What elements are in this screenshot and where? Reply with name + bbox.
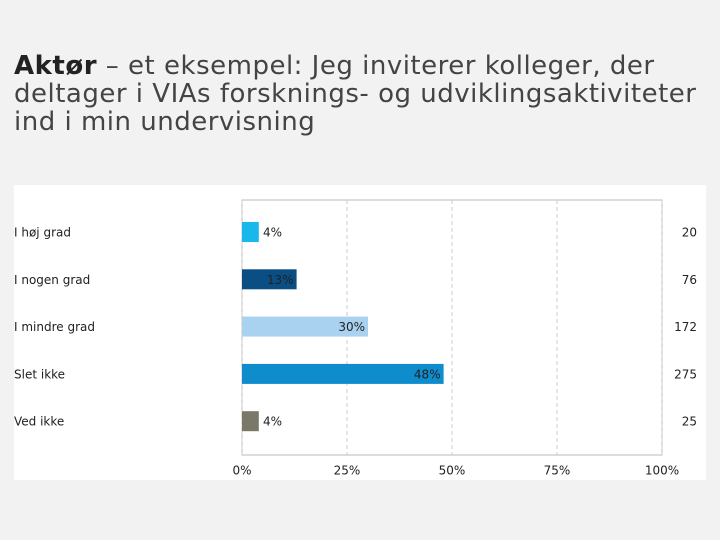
bar <box>242 269 297 290</box>
slide-title: Aktør – et eksempel: Jeg inviterer kolle… <box>14 52 704 136</box>
title-bold: Aktør <box>14 51 98 81</box>
data-label: 4% <box>263 415 282 429</box>
bar <box>242 363 444 384</box>
data-label: 48% <box>414 367 441 381</box>
title-rest: – et eksempel: Jeg inviterer kolleger, d… <box>14 51 697 137</box>
x-tick-label: 75% <box>544 464 571 478</box>
category-label: Slet ikke <box>14 367 65 381</box>
data-label: 13% <box>267 273 294 287</box>
count-label: 76 <box>682 273 697 287</box>
x-tick-label: 0% <box>232 464 251 478</box>
x-tick-label: 50% <box>439 464 466 478</box>
count-label: 20 <box>682 226 697 240</box>
count-label: 275 <box>674 367 697 381</box>
count-label: 172 <box>674 320 697 334</box>
count-label: 25 <box>682 415 697 429</box>
x-tick-label: 100% <box>645 464 679 478</box>
category-label: I høj grad <box>14 226 71 240</box>
category-label: Ved ikke <box>14 415 64 429</box>
x-tick-label: 25% <box>334 464 361 478</box>
bar <box>242 316 368 337</box>
bar <box>242 222 259 242</box>
data-label: 4% <box>263 226 282 240</box>
category-label: I mindre grad <box>14 320 95 334</box>
data-label: 30% <box>338 320 365 334</box>
category-label: I nogen grad <box>14 273 90 287</box>
bar <box>242 411 259 432</box>
